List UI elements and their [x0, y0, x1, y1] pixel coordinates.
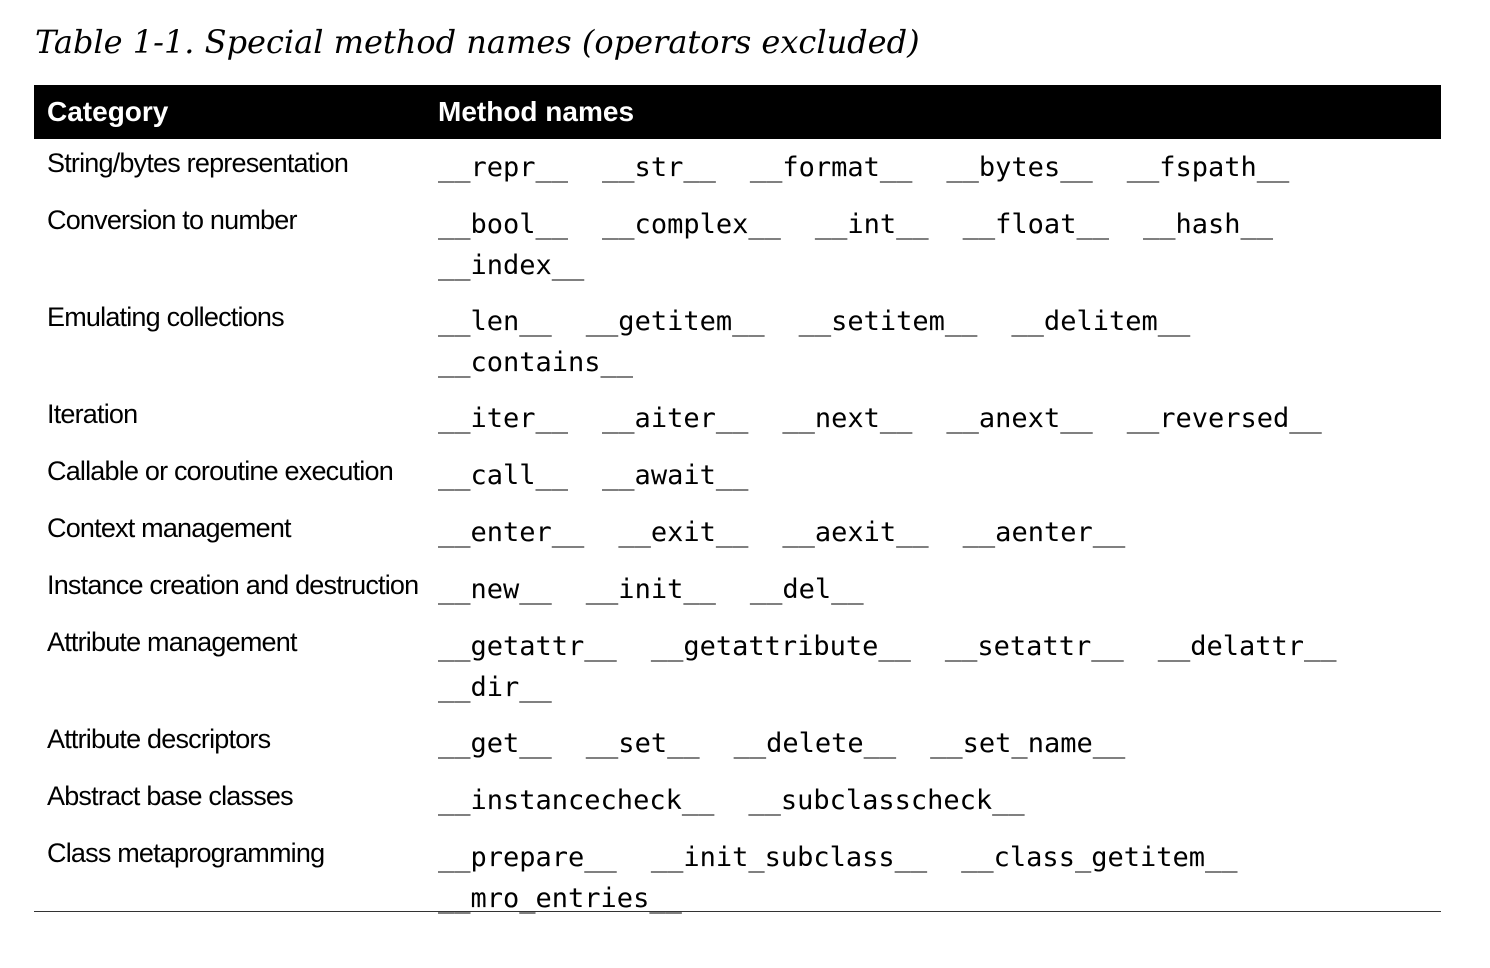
table-header: Category Method names — [34, 85, 1441, 139]
method-names-cell: __instancecheck__ __subclasscheck__ — [438, 772, 1441, 821]
table-row: Attribute descriptors __get__ __set__ __del… — [34, 715, 1441, 772]
method-name: __aiter__ — [602, 403, 749, 434]
method-name: __getattribute__ — [650, 631, 911, 662]
method-name: __enter__ — [438, 517, 585, 548]
category-cell: String/bytes representation — [47, 148, 349, 178]
category-cell: Attribute descriptors — [47, 724, 271, 754]
category-cell: Emulating collections — [47, 302, 285, 332]
method-name: __init_subclass__ — [650, 842, 928, 873]
method-name: __class_getitem__ — [961, 842, 1238, 873]
method-name: __dir__ — [438, 672, 552, 703]
method-name: __bytes__ — [946, 152, 1093, 183]
special-methods-table: Category Method names String/bytes repre… — [34, 85, 1441, 914]
table-row: Callable or coroutine execution __call__ _… — [34, 447, 1441, 504]
method-name: __repr__ — [438, 152, 569, 183]
method-name: __reversed__ — [1126, 403, 1322, 434]
method-name: __set_name__ — [930, 728, 1126, 759]
table-row: Instance creation and destruction __new__… — [34, 561, 1441, 618]
method-name: __init__ — [585, 574, 716, 605]
method-name: __prepare__ — [438, 842, 617, 873]
method-name: __anext__ — [946, 403, 1093, 434]
method-names-cell: __repr__ __str__ __format__ __bytes__ __fspa… — [438, 139, 1441, 188]
method-names-cell: __bool__ __complex__ __int__ __float__ __has… — [438, 196, 1441, 286]
header-method-names: Method names — [438, 96, 635, 127]
category-cell: Context management — [47, 513, 292, 543]
method-name: __int__ — [814, 209, 929, 240]
method-name: __get__ — [438, 728, 552, 759]
method-name: __complex__ — [602, 209, 781, 240]
method-name: __format__ — [749, 152, 913, 183]
method-name: __exit__ — [618, 517, 749, 548]
category-cell: Class metaprogramming — [47, 838, 325, 868]
method-name: __call__ — [438, 460, 569, 491]
method-name: __mro_entries__ — [438, 883, 682, 914]
method-name: __bool__ — [438, 209, 569, 240]
method-names-cell: __new__ __init__ __del__ — [438, 561, 1441, 610]
method-name: __iter__ — [438, 403, 569, 434]
method-name: __delete__ — [733, 728, 897, 759]
method-names-cell: __len__ __getitem__ __setitem__ __delitem__… — [438, 293, 1441, 383]
category-cell: Iteration — [47, 399, 138, 429]
method-name: __hash__ — [1142, 209, 1274, 240]
table-body: String/bytes representation __repr__ __str… — [34, 139, 1441, 914]
category-cell: Abstract base classes — [47, 781, 294, 811]
method-name: __getattr__ — [438, 631, 617, 662]
table-row: Class metaprogramming __prepare__ __init_s… — [34, 829, 1441, 914]
category-cell: Conversion to number — [47, 205, 297, 235]
method-names-cell: __getattr__ __getattribute__ __setattr__ __… — [438, 618, 1441, 708]
method-name: __set__ — [585, 728, 700, 759]
table-caption: Table 1-1. Special method names (operato… — [35, 23, 920, 61]
table-row: Attribute management __getattr__ __getattr… — [34, 618, 1441, 715]
method-name: __setattr__ — [944, 631, 1124, 662]
method-name: __float__ — [962, 209, 1109, 240]
table-row: Context management __enter__ __exit__ __aex… — [34, 504, 1441, 561]
method-name: __instancecheck__ — [438, 785, 715, 816]
table-row: String/bytes representation __repr__ __str… — [34, 139, 1441, 196]
method-name: __getitem__ — [585, 306, 765, 337]
category-cell: Attribute management — [47, 627, 297, 657]
method-name: __index__ — [438, 250, 585, 281]
method-names-cell: __call__ __await__ — [438, 447, 1441, 496]
method-name: __delitem__ — [1011, 306, 1191, 337]
method-names-cell: __prepare__ __init_subclass__ __class_geti… — [438, 829, 1441, 919]
table-row: Iteration __iter__ __aiter__ __next__ __anex… — [34, 390, 1441, 447]
method-names-cell: __iter__ __aiter__ __next__ __anext__ __reve… — [438, 390, 1441, 439]
category-cell: Instance creation and destruction — [47, 570, 419, 600]
method-name: __contains__ — [438, 347, 634, 378]
table-row: Conversion to number __bool__ __complex__ _… — [34, 196, 1441, 293]
method-name: __str__ — [602, 152, 716, 183]
category-cell: Callable or coroutine execution — [47, 456, 394, 486]
method-name: __subclasscheck__ — [748, 785, 1025, 816]
method-name: __aexit__ — [782, 517, 929, 548]
method-name: __setitem__ — [798, 306, 978, 337]
method-name: __del__ — [749, 574, 864, 605]
method-name: __len__ — [438, 306, 552, 337]
method-name: __fspath__ — [1126, 152, 1290, 183]
table-row: Abstract base classes __instancecheck__ __… — [34, 772, 1441, 829]
method-name: __aenter__ — [962, 517, 1126, 548]
method-name: __new__ — [438, 574, 552, 605]
method-names-cell: __get__ __set__ __delete__ __set_name__ — [438, 715, 1441, 764]
method-name: __next__ — [782, 403, 913, 434]
method-names-cell: __enter__ __exit__ __aexit__ __aenter__ — [438, 504, 1441, 553]
table-row: Emulating collections __len__ __getitem__ _… — [34, 293, 1441, 390]
method-name: __delattr__ — [1157, 631, 1337, 662]
method-name: __await__ — [602, 460, 749, 491]
header-category: Category — [47, 96, 169, 127]
